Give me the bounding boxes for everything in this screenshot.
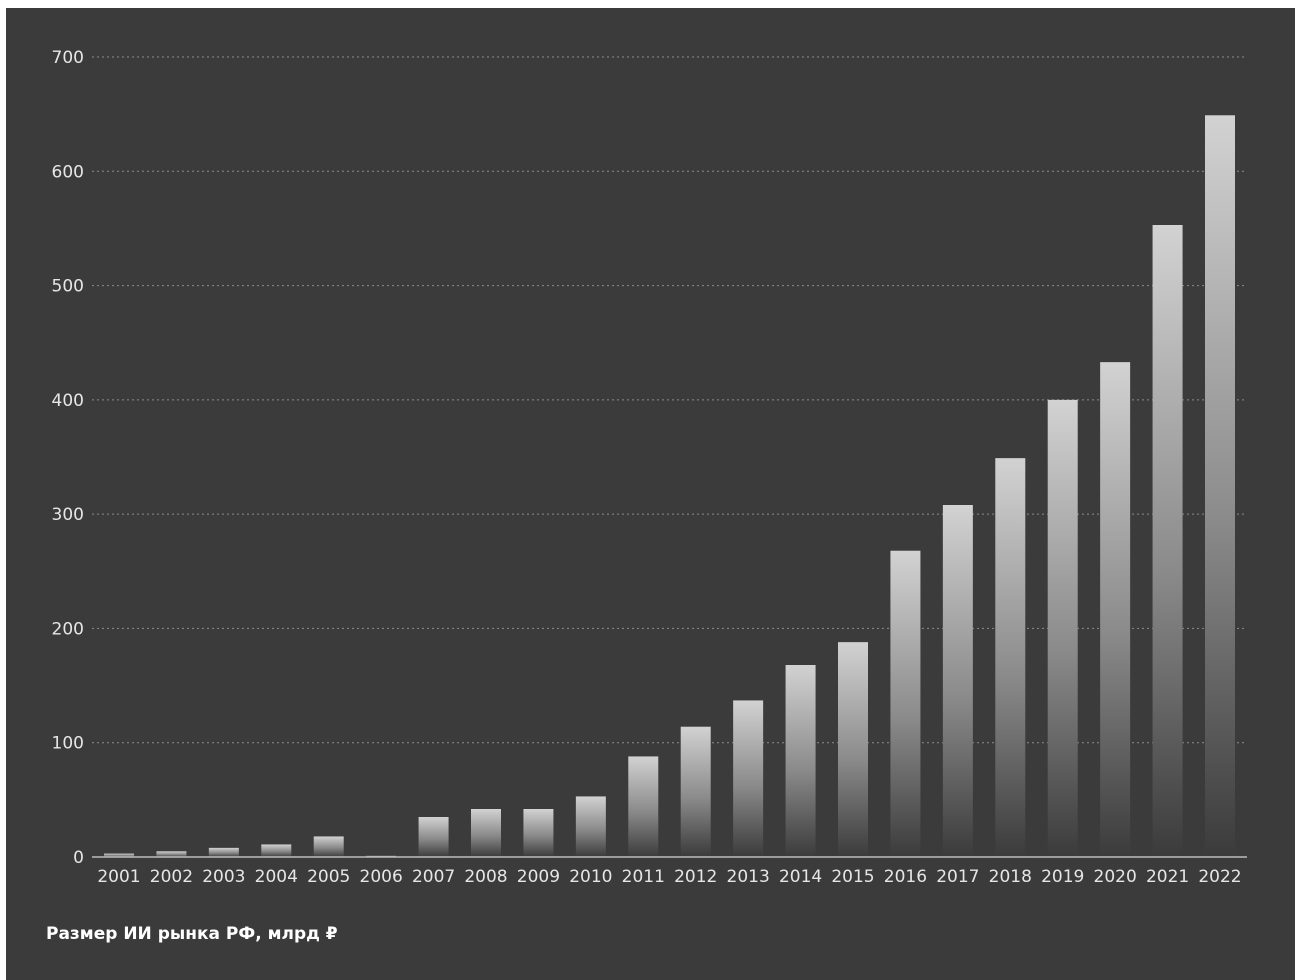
x-tick-label: 2019 [1041, 867, 1084, 887]
y-tick-label: 500 [52, 277, 84, 297]
bar-2002 [156, 851, 187, 857]
bar-2018 [995, 458, 1026, 857]
x-tick-label: 2021 [1146, 867, 1189, 887]
x-tick-label: 2022 [1198, 867, 1241, 887]
x-tick-label: 2007 [412, 867, 455, 887]
x-tick-label: 2016 [884, 867, 927, 887]
y-tick-label: 200 [52, 619, 84, 639]
x-tick-label: 2020 [1094, 867, 1137, 887]
bar-2019 [1047, 399, 1078, 857]
x-tick-label: 2015 [831, 867, 874, 887]
bar-2016 [890, 550, 921, 857]
bar-2021 [1152, 225, 1183, 857]
x-tick-label: 2003 [202, 867, 245, 887]
x-tick-label: 2018 [989, 867, 1032, 887]
bar-2007 [418, 817, 449, 857]
bar-2001 [104, 853, 134, 857]
x-tick-label: 2008 [464, 867, 507, 887]
y-tick-label: 400 [52, 391, 84, 411]
bar-2014 [785, 665, 816, 857]
y-tick-label: 0 [73, 848, 84, 868]
chart-caption: Размер ИИ рынка РФ, млрд ₽ [46, 924, 338, 944]
bar-2011 [628, 756, 659, 857]
bar-2020 [1100, 362, 1131, 857]
x-tick-label: 2005 [307, 867, 350, 887]
x-tick-label: 2011 [622, 867, 665, 887]
bar-2015 [838, 642, 868, 857]
x-tick-label: 2004 [255, 867, 298, 887]
y-axis-ticks: 0 100 200 300 400 500 600 700 [52, 48, 84, 868]
y-tick-label: 700 [52, 48, 84, 68]
bar-2010 [575, 796, 606, 857]
bar-2022 [1205, 115, 1235, 858]
x-tick-label: 2017 [936, 867, 979, 887]
bar-2003 [208, 847, 239, 857]
bar-2017 [942, 505, 973, 857]
bar-2005 [313, 836, 344, 857]
x-tick-label: 2012 [674, 867, 717, 887]
x-tick-label: 2014 [779, 867, 822, 887]
bar-2004 [261, 844, 292, 857]
bar-2012 [680, 726, 711, 857]
bar-2008 [471, 809, 501, 857]
x-tick-label: 2013 [727, 867, 770, 887]
bar-2009 [523, 809, 554, 857]
x-tick-label: 2001 [97, 867, 140, 887]
bars [104, 115, 1235, 858]
x-tick-label: 2002 [150, 867, 193, 887]
bar-2013 [733, 700, 764, 857]
x-axis-ticks: 2001 2002 2003 2004 2005 2006 2007 2008 2009 2010… [97, 867, 1241, 887]
x-tick-label: 2010 [569, 867, 612, 887]
y-tick-label: 100 [52, 734, 84, 754]
x-tick-label: 2009 [517, 867, 560, 887]
y-tick-label: 600 [52, 162, 84, 182]
y-tick-label: 300 [52, 505, 84, 525]
x-tick-label: 2006 [360, 867, 403, 887]
